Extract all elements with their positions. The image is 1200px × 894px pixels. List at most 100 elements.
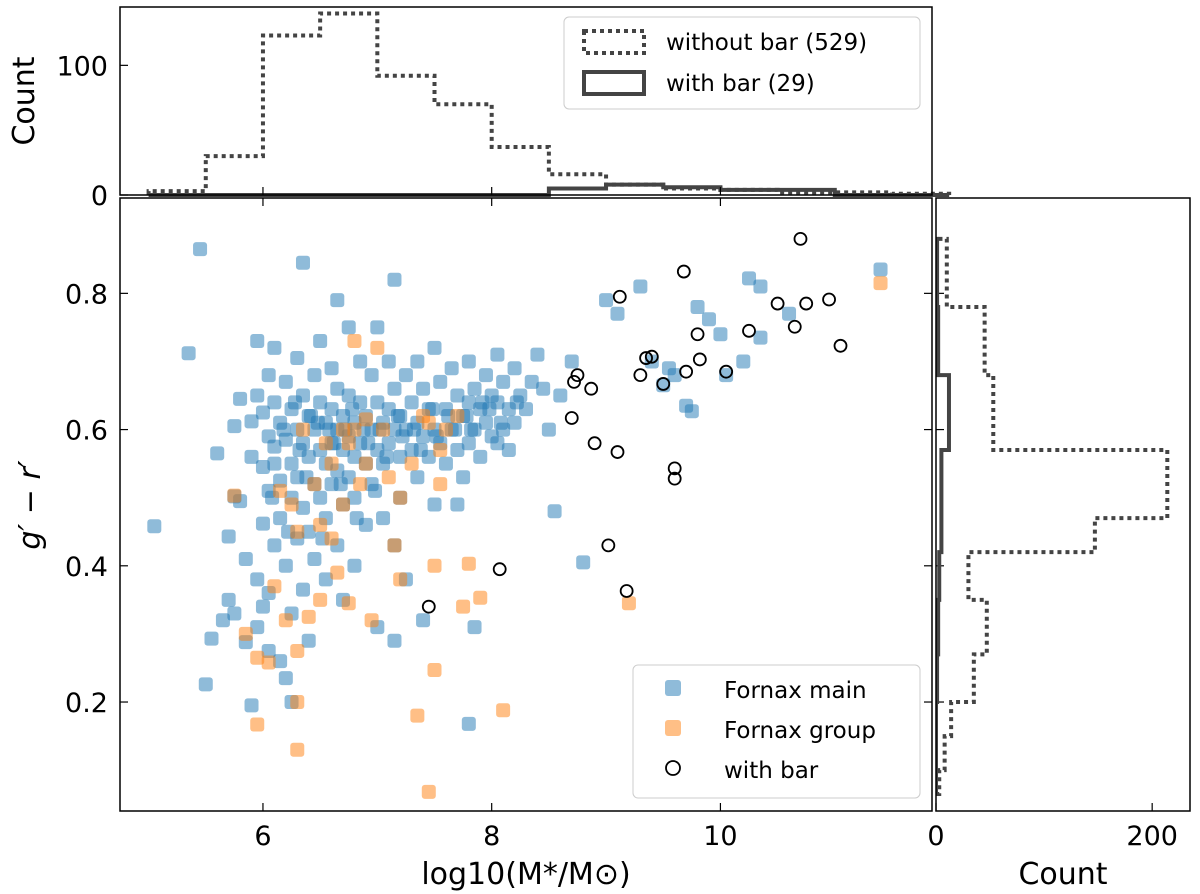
point-fornax-main <box>238 551 253 566</box>
point-fornax-main <box>736 354 751 369</box>
point-fornax-group <box>387 538 402 553</box>
point-fornax-main <box>667 368 682 383</box>
point-fornax-main <box>244 698 259 713</box>
point-fornax-main <box>576 555 591 570</box>
point-fornax-main <box>255 405 270 420</box>
point-fornax-main <box>390 408 405 423</box>
scatter-x-ticks: 6 8 10 <box>254 187 738 852</box>
point-with-bar-outline <box>667 461 682 476</box>
point-fornax-main <box>310 415 325 430</box>
point-fornax-main <box>564 354 579 369</box>
legend-swatch-without-bar <box>582 29 646 55</box>
right-histogram-frame <box>935 197 1191 812</box>
point-with-bar-outline <box>421 599 436 614</box>
point-fornax-group <box>301 609 316 624</box>
point-fornax-main <box>333 477 348 492</box>
point-fornax-main <box>610 306 625 321</box>
right-histogram-x-axis-title: Count <box>1018 857 1107 892</box>
point-fornax-group <box>227 488 242 503</box>
legend-label-with-bar: with bar (29) <box>666 71 815 97</box>
scatter-points <box>147 231 888 799</box>
point-fornax-group <box>473 590 488 605</box>
point-fornax-group <box>290 643 305 658</box>
point-fornax-main <box>381 436 396 451</box>
point-fornax-group <box>621 596 636 611</box>
point-fornax-main <box>147 519 162 534</box>
point-fornax-main <box>461 395 476 410</box>
point-with-bar-outline <box>587 436 602 451</box>
point-with-bar-outline <box>676 264 691 279</box>
point-with-bar-outline <box>690 327 705 342</box>
point-fornax-main <box>290 351 305 366</box>
point-fornax-main <box>464 422 479 437</box>
point-with-bar-outline <box>644 349 659 364</box>
scatter-frame <box>119 197 933 812</box>
point-fornax-group <box>250 650 265 665</box>
point-fornax-main <box>450 497 465 512</box>
point-fornax-main <box>204 631 219 646</box>
y-tick-label: 0.6 <box>65 416 108 447</box>
point-fornax-group <box>364 613 379 628</box>
point-fornax-main <box>250 388 265 403</box>
point-fornax-main <box>482 402 497 417</box>
point-with-bar-outline <box>619 584 634 598</box>
point-with-bar-outline <box>570 368 585 382</box>
legend-marker-fornax-group <box>665 720 681 736</box>
point-fornax-main <box>227 419 242 434</box>
legend-marker-with-bar <box>665 760 681 776</box>
point-fornax-main <box>267 439 282 454</box>
point-fornax-main <box>509 395 524 410</box>
point-fornax-main <box>292 443 307 458</box>
point-fornax-main <box>496 374 511 389</box>
point-fornax-group <box>450 408 465 423</box>
scatter-y-ticks: 0.2 0.4 0.6 0.8 <box>65 279 944 719</box>
point-with-bar-outline <box>787 319 802 334</box>
right-histogram-panel: 0 200 Count <box>927 197 1191 892</box>
point-fornax-group <box>278 613 293 628</box>
point-fornax-main <box>284 456 299 471</box>
point-with-bar-outline <box>639 351 653 365</box>
point-fornax-main <box>349 511 364 526</box>
point-fornax-group <box>250 717 265 732</box>
point-fornax-main <box>244 414 259 429</box>
point-fornax-main <box>719 368 734 383</box>
point-fornax-group <box>376 422 391 437</box>
point-fornax-main <box>387 381 402 396</box>
point-fornax-group <box>313 592 328 607</box>
point-fornax-main <box>398 368 413 383</box>
top-histogram-legend: without bar (529) with bar (29) <box>563 16 921 110</box>
point-with-bar-outline <box>692 352 707 367</box>
point-fornax-main <box>690 299 705 314</box>
point-with-bar-outline <box>633 368 648 382</box>
x-tick-label: 10 <box>703 821 737 852</box>
point-fornax-main <box>541 422 556 437</box>
point-fornax-main <box>410 470 425 485</box>
point-fornax-main <box>416 613 431 628</box>
point-fornax-main <box>278 671 293 686</box>
point-fornax-main <box>295 582 310 597</box>
point-fornax-main <box>461 354 476 369</box>
legend-swatch-with-bar <box>582 70 646 96</box>
point-fornax-group <box>290 695 305 710</box>
point-fornax-main <box>438 456 453 471</box>
point-fornax-main <box>416 381 431 396</box>
point-fornax-main <box>227 606 242 621</box>
point-fornax-group <box>261 655 276 670</box>
right-hist-without-bar-step <box>936 236 1170 796</box>
point-with-bar-outline <box>679 364 694 379</box>
point-with-bar-outline <box>793 231 808 246</box>
point-fornax-group <box>393 490 408 505</box>
legend-label-without-bar: without bar (529) <box>666 30 867 56</box>
point-fornax-main <box>427 497 442 512</box>
point-fornax-group <box>433 477 448 492</box>
point-fornax-group <box>330 565 345 580</box>
right-hist-with-bar-step <box>936 236 951 794</box>
point-fornax-group <box>427 558 442 573</box>
point-fornax-main <box>493 415 508 430</box>
point-fornax-main <box>456 470 471 485</box>
point-fornax-group <box>238 626 253 641</box>
point-fornax-main <box>370 395 385 410</box>
point-with-bar-outline <box>799 296 814 311</box>
point-fornax-main <box>255 460 270 475</box>
point-fornax-main <box>295 500 310 515</box>
